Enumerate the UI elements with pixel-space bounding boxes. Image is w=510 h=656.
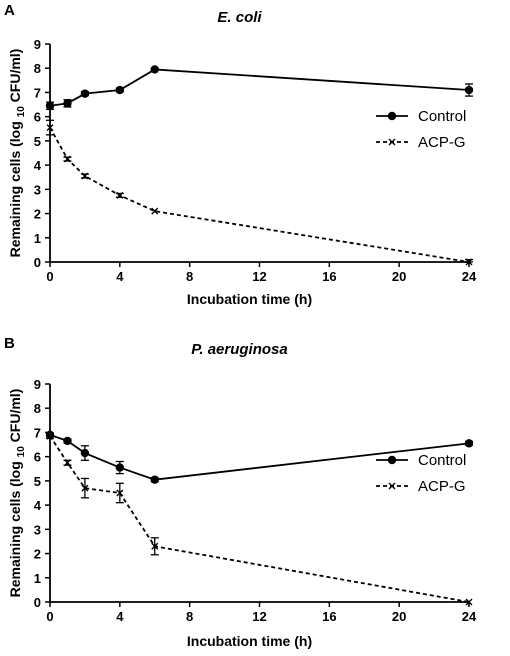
- series-line-control: [49, 434, 470, 481]
- data-point-control: [45, 101, 55, 110]
- y-tick-label: 8: [34, 401, 41, 416]
- y-tick-label: 6: [34, 110, 41, 125]
- x-tick-label: 0: [46, 269, 53, 284]
- legend-marker-acp-g: [388, 138, 396, 146]
- y-tick-label: 2: [34, 207, 41, 222]
- x-tick-label: 12: [252, 269, 266, 284]
- x-axis-label: Incubation time (h): [187, 633, 312, 649]
- x-axis-label: Incubation time (h): [187, 291, 312, 307]
- y-tick-label: 5: [34, 134, 41, 149]
- y-tick-label: 4: [34, 158, 42, 173]
- x-tick-label: 16: [322, 609, 336, 624]
- data-point-acp-g: [46, 432, 54, 440]
- y-tick-label: 6: [34, 450, 41, 465]
- y-axis-label: Remaining cells (log 10 CFU/ml): [7, 49, 27, 258]
- legend-label-control: Control: [418, 108, 466, 125]
- data-point-acp-g: [116, 489, 124, 497]
- legend-marker-acp-g: [388, 482, 396, 490]
- legend-label-acp-g: ACP-G: [418, 134, 466, 151]
- series-line-control: [49, 68, 470, 107]
- data-point-acp-g: [46, 124, 54, 132]
- data-point-control: [63, 99, 72, 108]
- data-point-control: [150, 475, 159, 484]
- y-tick-label: 1: [34, 231, 41, 246]
- data-point-control: [115, 463, 125, 472]
- y-tick-label: 9: [34, 377, 41, 392]
- data-point-acp-g: [151, 207, 159, 215]
- y-tick-label: 7: [34, 85, 41, 100]
- data-point-control: [115, 85, 125, 95]
- legend-marker-control: [387, 455, 397, 465]
- data-point-acp-g: [63, 155, 71, 163]
- x-tick-label: 4: [116, 269, 124, 284]
- series-line-acp-g: [49, 435, 470, 603]
- data-point-control: [80, 448, 90, 458]
- data-point-acp-g: [465, 258, 473, 266]
- series-line-acp-g: [49, 127, 470, 263]
- y-tick-label: 0: [34, 255, 41, 270]
- panel-letter: A: [4, 2, 15, 19]
- data-point-acp-g: [63, 459, 71, 467]
- x-tick-label: 12: [252, 609, 266, 624]
- data-point-acp-g: [151, 542, 159, 550]
- x-tick-label: 8: [186, 609, 193, 624]
- data-point-control: [464, 439, 474, 448]
- chart-title: P. aeruginosa: [191, 341, 287, 358]
- x-tick-label: 24: [462, 269, 477, 284]
- x-tick-label: 20: [392, 609, 406, 624]
- y-tick-label: 5: [34, 474, 41, 489]
- y-tick-label: 0: [34, 595, 41, 610]
- y-tick-label: 3: [34, 182, 41, 197]
- data-point-control: [464, 85, 474, 95]
- y-tick-label: 1: [34, 571, 41, 586]
- data-point-acp-g: [465, 598, 473, 606]
- y-tick-label: 2: [34, 547, 41, 562]
- data-point-control: [150, 65, 159, 74]
- x-tick-label: 16: [322, 269, 336, 284]
- y-tick-label: 7: [34, 425, 41, 440]
- chart-title: E. coli: [217, 9, 262, 26]
- y-tick-label: 3: [34, 522, 41, 537]
- x-tick-label: 0: [46, 609, 53, 624]
- x-tick-label: 4: [116, 609, 124, 624]
- legend-label-acp-g: ACP-G: [418, 478, 466, 495]
- legend-marker-control: [387, 111, 397, 121]
- x-tick-label: 24: [462, 609, 477, 624]
- data-point-acp-g: [81, 484, 89, 492]
- y-tick-label: 9: [34, 37, 41, 52]
- y-axis-label: Remaining cells (log 10 CFU/ml): [7, 389, 27, 598]
- data-point-control: [63, 436, 72, 446]
- legend-label-control: Control: [418, 452, 466, 469]
- data-point-control: [80, 89, 90, 98]
- panel-letter: B: [4, 335, 15, 352]
- data-point-acp-g: [116, 191, 124, 199]
- x-tick-label: 8: [186, 269, 193, 284]
- y-tick-label: 4: [34, 498, 42, 513]
- data-point-acp-g: [81, 172, 89, 180]
- y-tick-label: 8: [34, 61, 41, 76]
- x-tick-label: 20: [392, 269, 406, 284]
